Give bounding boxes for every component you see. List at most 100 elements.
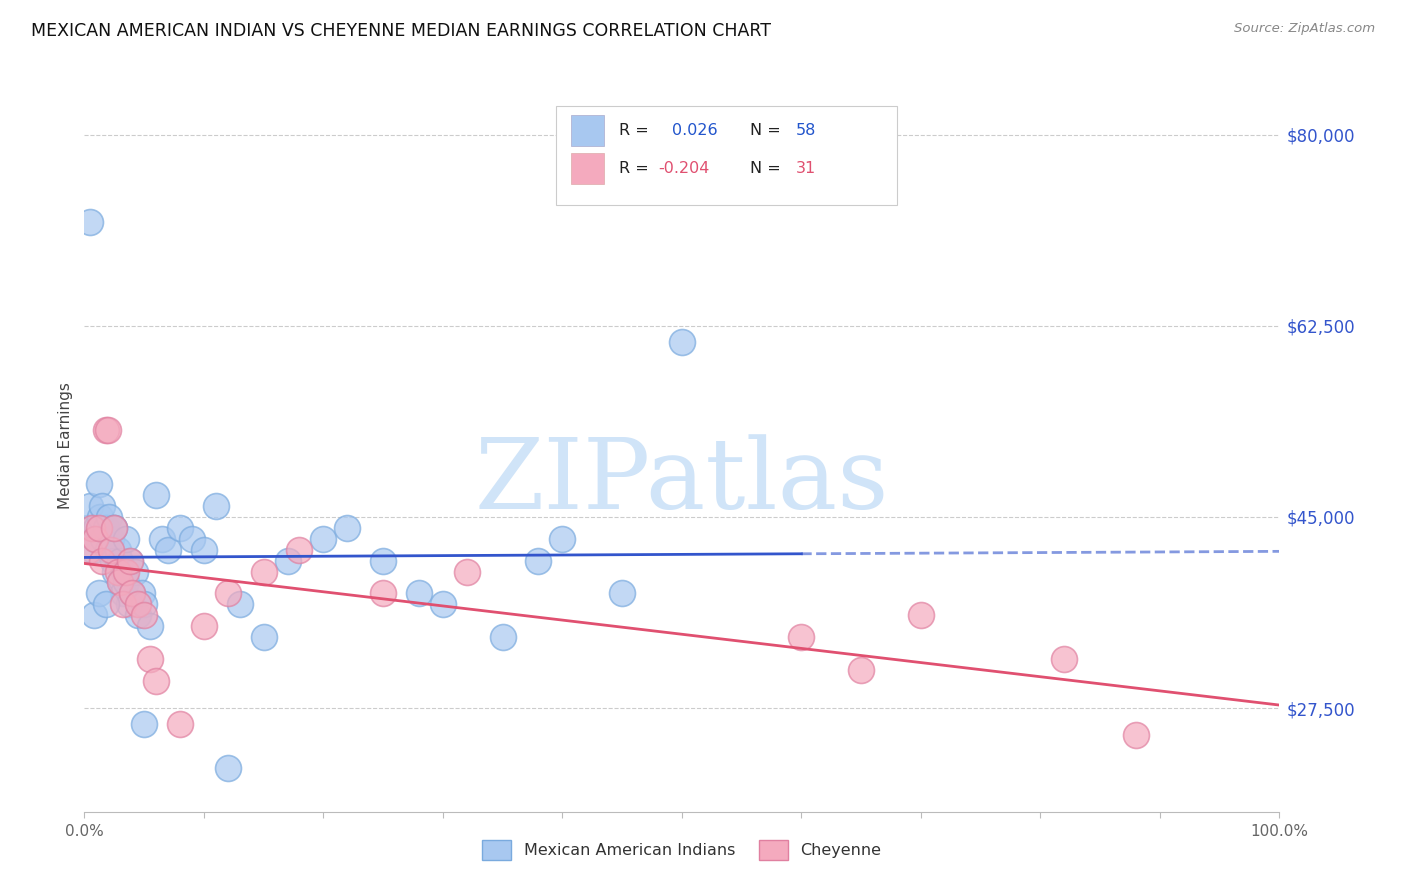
Point (193, 619, 215, 633)
Point (103, 521, 125, 535)
Point (93, 532, 115, 546)
Point (1053, 652, 1076, 666)
Y-axis label: Median Earnings: Median Earnings (58, 383, 73, 509)
Point (110, 575, 132, 590)
Point (492, 630, 515, 644)
Point (79, 215, 101, 229)
Point (181, 532, 204, 546)
Point (82, 542, 104, 557)
Point (110, 575, 132, 590)
Point (97, 423, 120, 437)
Point (127, 597, 149, 611)
Point (217, 586, 239, 600)
Point (111, 597, 134, 611)
Point (118, 554, 141, 568)
Text: MEXICAN AMERICAN INDIAN VS CHEYENNE MEDIAN EARNINGS CORRELATION CHART: MEXICAN AMERICAN INDIAN VS CHEYENNE MEDI… (31, 22, 770, 40)
Point (1125, 728, 1147, 742)
Text: 58: 58 (796, 122, 815, 137)
Point (98, 510, 121, 524)
Point (336, 521, 359, 535)
Point (139, 652, 162, 666)
Point (84, 532, 107, 546)
Point (229, 597, 252, 611)
Point (851, 663, 873, 677)
Point (132, 717, 156, 731)
Point (77, 521, 100, 535)
Legend: Mexican American Indians, Cheyenne: Mexican American Indians, Cheyenne (475, 834, 889, 866)
Point (132, 597, 156, 611)
Point (121, 586, 143, 600)
Text: 0.026: 0.026 (672, 122, 718, 137)
Text: R =: R = (619, 122, 648, 137)
Point (612, 586, 634, 600)
Point (115, 532, 138, 546)
Point (87, 521, 110, 535)
Point (91, 554, 114, 568)
Point (193, 542, 215, 557)
Point (145, 673, 167, 688)
Point (253, 630, 276, 644)
Point (115, 565, 138, 579)
Point (205, 499, 228, 513)
Point (91, 499, 114, 513)
Point (94, 597, 117, 611)
Point (103, 521, 125, 535)
Point (139, 619, 162, 633)
Point (671, 335, 693, 350)
Text: R =: R = (619, 161, 648, 176)
Point (112, 565, 135, 579)
Point (94, 423, 117, 437)
Text: N =: N = (749, 122, 780, 137)
Point (101, 554, 124, 568)
Point (100, 532, 122, 546)
Point (551, 532, 574, 546)
Point (94, 521, 117, 535)
Point (89, 510, 111, 524)
Text: ZIPatlas: ZIPatlas (475, 434, 889, 531)
Point (80, 521, 103, 535)
Point (115, 575, 138, 590)
Point (117, 597, 139, 611)
Point (131, 586, 153, 600)
Point (253, 565, 276, 579)
Point (86, 521, 108, 535)
Point (111, 586, 134, 600)
Point (288, 542, 311, 557)
Point (127, 608, 149, 623)
FancyBboxPatch shape (571, 115, 605, 146)
Point (373, 554, 395, 568)
Text: Source: ZipAtlas.com: Source: ZipAtlas.com (1234, 22, 1375, 36)
Point (97, 542, 120, 557)
Text: -0.204: -0.204 (658, 161, 710, 176)
Text: N =: N = (749, 161, 780, 176)
Point (157, 542, 180, 557)
Point (150, 532, 173, 546)
FancyBboxPatch shape (571, 153, 605, 184)
Point (83, 608, 105, 623)
FancyBboxPatch shape (557, 106, 897, 204)
Point (104, 565, 127, 579)
Point (124, 565, 146, 579)
Point (132, 608, 156, 623)
Point (84, 532, 107, 546)
Point (456, 565, 478, 579)
Point (169, 521, 191, 535)
Point (110, 554, 132, 568)
Point (277, 554, 299, 568)
Point (790, 630, 813, 644)
Point (432, 597, 454, 611)
Point (87, 586, 110, 600)
Point (107, 565, 129, 579)
Point (312, 532, 335, 546)
Point (77, 542, 100, 557)
Point (121, 586, 143, 600)
Point (217, 761, 239, 775)
Text: 31: 31 (796, 161, 815, 176)
Point (103, 521, 125, 535)
Point (145, 488, 167, 502)
Point (910, 608, 932, 623)
Point (107, 542, 129, 557)
Point (100, 542, 122, 557)
Point (79, 499, 101, 513)
Point (408, 586, 430, 600)
